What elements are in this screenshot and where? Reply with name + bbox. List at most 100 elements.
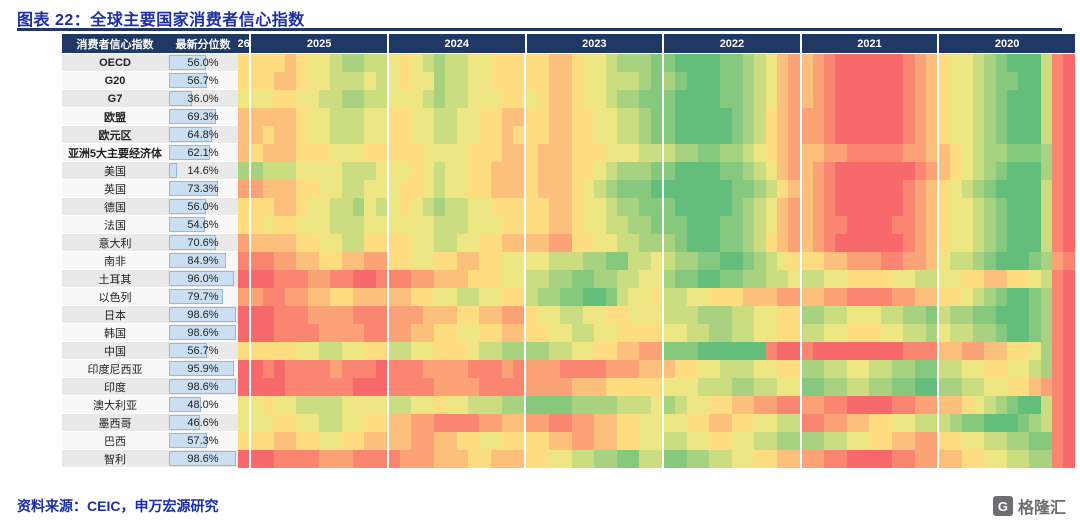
heatmap-cell (434, 54, 446, 72)
heatmap-cell (650, 198, 662, 216)
heatmap-cell (765, 414, 777, 432)
heatmap-cell (776, 216, 789, 234)
heatmap-cell (754, 90, 766, 108)
heatmap-cell (1063, 234, 1075, 252)
heatmap-cell (490, 324, 502, 342)
heatmap-cell (296, 180, 308, 198)
heatmap-cell (238, 72, 250, 90)
year-separator (386, 216, 389, 234)
heatmap-cell (984, 414, 996, 432)
heatmap-cell (467, 252, 480, 270)
heatmap-cell (467, 342, 480, 360)
year-separator (799, 162, 802, 180)
heatmap-cell (869, 72, 881, 90)
heatmap-cell (697, 432, 710, 450)
heatmap-cell (307, 144, 320, 162)
heatmap-cell (812, 252, 825, 270)
heatmap-cell (400, 108, 412, 126)
heatmap-cell (571, 108, 583, 126)
heatmap-cell (262, 126, 274, 144)
year-separator (799, 360, 802, 378)
heatmap-cell (639, 252, 651, 270)
heatmap-cell (605, 126, 617, 144)
heatmap-cell (891, 306, 904, 324)
heatmap-cell (628, 360, 640, 378)
heatmap-cell (479, 108, 491, 126)
heatmap-cell (663, 108, 676, 126)
percentile-bar (169, 397, 201, 412)
heatmap-cell (285, 306, 297, 324)
heatmap-cell (1006, 180, 1019, 198)
heatmap-cell (319, 360, 331, 378)
heatmap-cell (891, 360, 904, 378)
year-separator (249, 108, 252, 126)
percentile-bar (169, 271, 235, 286)
heatmap-cell (582, 324, 595, 342)
heatmap-cell (846, 144, 859, 162)
heatmap-cell (939, 378, 951, 396)
heatmap-cell (824, 72, 836, 90)
heatmap-cell (743, 72, 755, 90)
heatmap-cell (903, 306, 915, 324)
heatmap-cell (1052, 450, 1064, 468)
row-cells (238, 90, 1075, 108)
heatmap-cell (880, 306, 892, 324)
heatmap-cell (238, 144, 250, 162)
heatmap-cell (411, 234, 423, 252)
heatmap-cell (869, 252, 881, 270)
heatmap-cell (616, 108, 629, 126)
heatmap-cell (697, 216, 710, 234)
heatmap-cell (720, 288, 732, 306)
heatmap-cell (445, 252, 457, 270)
heatmap-cell (616, 234, 629, 252)
row-percentile: 14.6% (168, 162, 238, 180)
year-separator (937, 342, 940, 360)
heatmap-cell (903, 90, 915, 108)
heatmap-cell (765, 252, 777, 270)
heatmap-cell (675, 108, 687, 126)
heatmap-cell (801, 324, 813, 342)
year-separator (662, 34, 665, 53)
heatmap-cell (812, 432, 825, 450)
heatmap-cell (285, 450, 297, 468)
heatmap-cell (273, 72, 286, 90)
year-separator (386, 288, 389, 306)
heatmap-cell (754, 216, 766, 234)
heatmap-cell (616, 198, 629, 216)
heatmap-cell (537, 450, 550, 468)
heatmap-cell (1006, 432, 1019, 450)
heatmap-cell (352, 414, 365, 432)
heatmap-cell (1006, 144, 1019, 162)
heatmap-cell (341, 108, 353, 126)
heatmap-cell (925, 72, 938, 90)
heatmap-cell (925, 198, 938, 216)
heatmap-cell (663, 198, 676, 216)
heatmap-row: OECD 56.0% (62, 54, 1075, 72)
heatmap-cell (1006, 360, 1019, 378)
heatmap-cell (925, 162, 938, 180)
heatmap-cell (375, 306, 387, 324)
row-percentile: 56.0% (168, 198, 238, 216)
heatmap-cell (697, 378, 710, 396)
year-separator (799, 144, 802, 162)
heatmap-row: 以色列 79.7% (62, 288, 1075, 306)
heatmap-cell (939, 414, 951, 432)
heatmap-cell (984, 306, 996, 324)
row-percentile: 98.6% (168, 324, 238, 342)
heatmap-cell (560, 342, 572, 360)
heatmap-cell (364, 288, 376, 306)
heatmap-cell (1063, 90, 1075, 108)
heatmap-cell (341, 198, 353, 216)
heatmap-cell (824, 360, 836, 378)
heatmap-cell (479, 234, 491, 252)
heatmap-cell (251, 54, 263, 72)
year-separator (249, 144, 252, 162)
heatmap-cell (549, 54, 561, 72)
heatmap-cell (675, 378, 687, 396)
heatmap-cell (549, 216, 561, 234)
heatmap-cell (973, 198, 985, 216)
heatmap-cell (456, 450, 468, 468)
heatmap-cell (375, 144, 387, 162)
heatmap-cell (352, 108, 365, 126)
percentile-value: 46.6% (187, 416, 219, 429)
